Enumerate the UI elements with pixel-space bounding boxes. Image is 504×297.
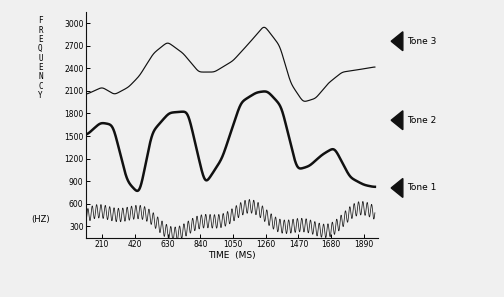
Polygon shape (391, 111, 403, 130)
Text: F
R
E
Q
U
E
N
C
Y: F R E Q U E N C Y (38, 16, 43, 100)
Text: Tone 1: Tone 1 (407, 184, 436, 192)
Text: Tone 2: Tone 2 (407, 116, 436, 125)
Polygon shape (391, 178, 403, 198)
Text: Tone 3: Tone 3 (407, 37, 436, 46)
X-axis label: TIME  (MS): TIME (MS) (208, 252, 256, 260)
Text: (HZ): (HZ) (31, 215, 50, 224)
Polygon shape (391, 32, 403, 51)
